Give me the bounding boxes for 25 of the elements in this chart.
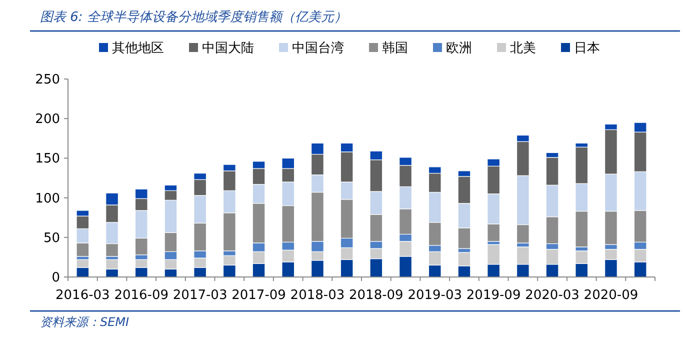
x-tick-label: 2018-03 [290,288,345,303]
y-tick-label: 100 [35,191,60,206]
y-tick-label: 250 [35,72,60,88]
x-tick-label: 2020-09 [584,288,638,303]
legend-label: 欧洲 [446,41,472,56]
x-tick-label: 2017-03 [172,288,228,303]
y-tick-label: 150 [35,152,60,167]
x-tick-label: 2018-09 [349,288,404,303]
x-tick-label: 2019-09 [466,288,521,303]
legend-label: 韩国 [382,41,408,56]
x-tick-label: 2016-09 [114,288,169,303]
x-tick-label: 2019-03 [408,288,462,303]
y-tick-label: 50 [43,230,60,246]
x-tick-label: 2016-03 [56,288,110,303]
chart-title: 图表 6: 全球半导体设备分地域季度销售额（亿美元） [40,9,347,25]
legend-label: 其他地区 [112,41,164,56]
legend-label: 北美 [510,40,536,56]
y-tick-label: 0 [52,270,60,286]
x-tick-label: 2020-03 [525,288,580,303]
y-tick-label: 200 [35,112,60,128]
legend-label: 日本 [574,41,600,56]
x-tick-label: 2017-09 [232,288,286,303]
legend-label: 中国大陆 [202,41,254,56]
text: 资料来源：SEMI [40,315,130,329]
legend-label: 中国台湾 [292,40,344,56]
